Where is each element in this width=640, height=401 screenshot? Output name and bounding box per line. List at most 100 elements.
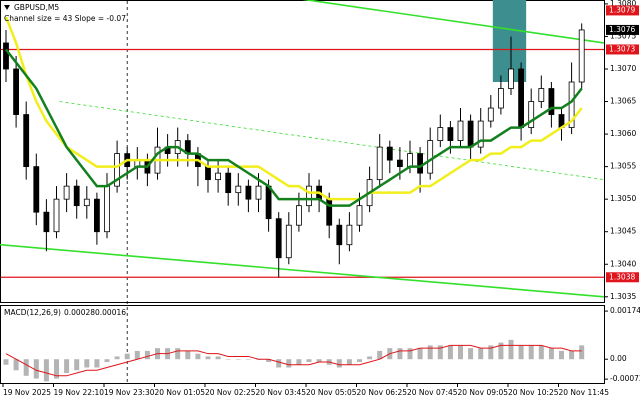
macd-bar (367, 356, 373, 360)
macd-bar (33, 359, 39, 379)
candle-body (356, 205, 363, 226)
y-tick-label: 1.3070 (610, 64, 636, 73)
trend-line (0, 243, 604, 298)
macd-bar (74, 359, 80, 371)
x-tick-label: 19 Nov 23:30 (104, 388, 155, 397)
y-tick-label: 0.00174 (610, 306, 640, 315)
x-tick-label: 20 Nov 05:05 (306, 388, 357, 397)
candle-body (578, 29, 585, 83)
macd-title: MACD(12,26,9) (4, 308, 61, 317)
macd-bar (417, 348, 423, 360)
macd-bar (458, 345, 463, 360)
macd-bar (104, 359, 110, 362)
macd-bar (13, 359, 19, 371)
x-tick-label: 19 Nov 2025 (3, 388, 51, 397)
macd-bar (286, 359, 292, 368)
candle-body (275, 218, 282, 259)
candle-body (467, 120, 474, 148)
highlight-zone (492, 0, 527, 83)
macd-bar (548, 348, 554, 360)
candle-body (336, 224, 343, 246)
x-tick-label: 20 Nov 06:25 (357, 388, 408, 397)
macd-bar (478, 348, 484, 360)
macd-bar (185, 350, 191, 360)
candle-body (396, 159, 403, 168)
x-tick-label: 20 Nov 09:05 (458, 388, 509, 397)
y-tick-label: 1.3045 (610, 227, 636, 236)
macd-bar (225, 359, 231, 360)
candle-body (83, 198, 90, 207)
candle-body (528, 101, 535, 128)
macd-bar (144, 350, 150, 360)
y-tick-label: 0.00 (610, 354, 627, 363)
y-tick-label: 1.3060 (610, 129, 636, 138)
candle-body (63, 185, 70, 200)
symbol-icon (4, 5, 10, 10)
macd-bar (114, 356, 120, 360)
macd-bar (447, 345, 453, 360)
macd-bar (397, 348, 403, 360)
macd-bar (377, 350, 383, 360)
candle-body (437, 127, 444, 141)
macd-bar (266, 359, 272, 362)
candle-body (104, 185, 110, 233)
macd-bar (488, 345, 494, 360)
macd-bar (498, 342, 504, 360)
macd-bar (64, 359, 70, 374)
candle-body (407, 153, 413, 168)
candle-body (487, 107, 494, 122)
macd-bar (518, 345, 524, 360)
macd-bar (559, 350, 564, 360)
candle-body (245, 185, 252, 200)
candle-body (538, 88, 545, 102)
macd-bar (346, 359, 352, 365)
candle-body (23, 114, 30, 168)
y-tick-label: 1.3050 (610, 194, 636, 203)
price-label-box (606, 24, 639, 35)
y-tick-label: 1.3075 (610, 31, 636, 40)
candle-body (73, 185, 80, 207)
macd-bar (134, 350, 140, 360)
candle-body (205, 166, 211, 181)
macd-bar (296, 359, 302, 365)
macd-bar (407, 348, 413, 360)
channel-info: Channel size = 43 Slope = -0.07 (4, 14, 126, 23)
price-label-box (606, 5, 639, 16)
macd-bar (427, 345, 433, 360)
candle-body (306, 185, 312, 207)
candle-body (295, 205, 302, 226)
candle-body (346, 224, 353, 246)
candle-body (53, 198, 60, 233)
macd-bar (215, 356, 221, 360)
macd-bar (437, 345, 443, 360)
macd-bar (538, 345, 544, 360)
macd-bar (528, 345, 534, 360)
x-tick-label: 20 Nov 01:05 (155, 388, 206, 397)
macd-bar (43, 359, 49, 382)
candle-body (447, 127, 454, 141)
x-tick-label: 20 Nov 07:45 (407, 388, 458, 397)
macd-signal (5, 344, 582, 377)
x-tick-label: 19 Nov 22:10 (54, 388, 105, 397)
x-tick-label: 20 Nov 10:25 (508, 388, 559, 397)
moving-average (4, 16, 583, 201)
macd-frame (0, 305, 605, 384)
candle-body (376, 146, 383, 181)
macd-bar (94, 359, 100, 368)
macd-bar (245, 359, 251, 360)
x-tick-label: 20 Nov 03:45 (256, 388, 307, 397)
macd-bar (508, 339, 514, 360)
candle-body (497, 88, 504, 109)
macd-bar (357, 359, 362, 362)
candle-body (568, 81, 575, 128)
candle-body (33, 166, 40, 213)
trend-line (302, 0, 605, 44)
macd-bar (569, 350, 575, 360)
macd-bar (84, 359, 90, 368)
macd-bar (54, 359, 59, 379)
symbol: GBPUSD,M5 (14, 3, 59, 12)
macd-bar (579, 345, 585, 360)
price-label: 1.3079 (609, 5, 635, 14)
macd-bar (276, 359, 282, 368)
